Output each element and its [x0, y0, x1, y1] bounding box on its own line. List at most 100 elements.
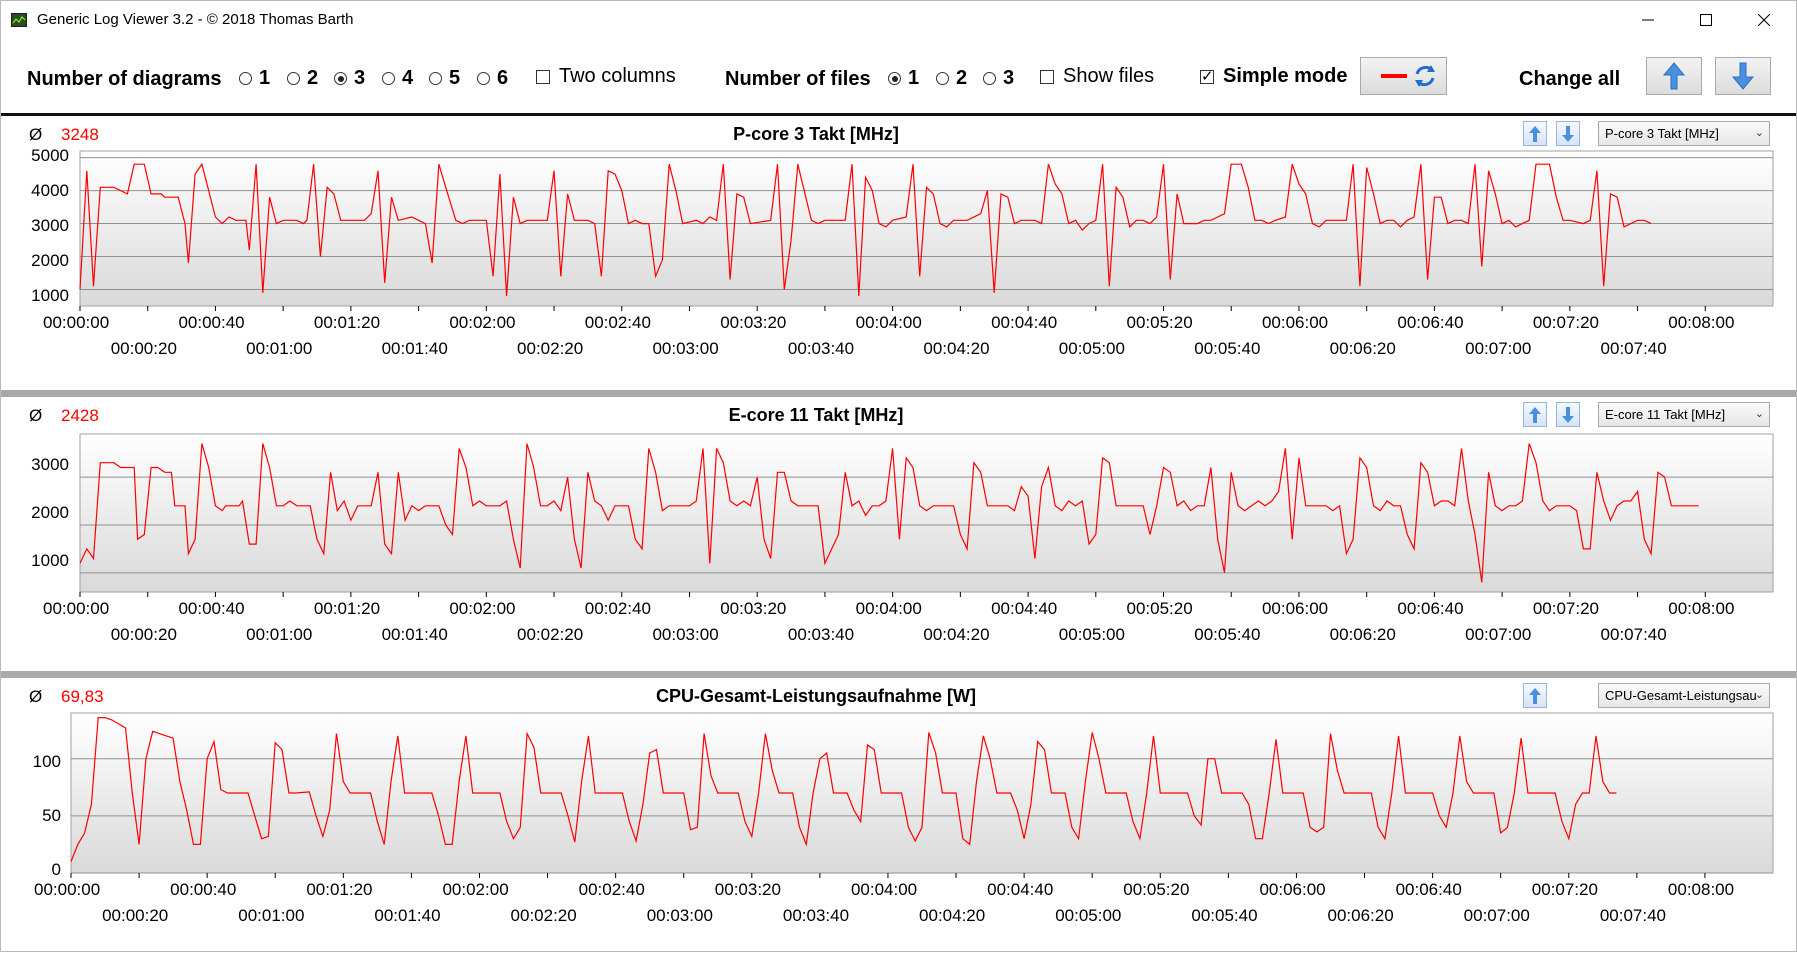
maximize-button[interactable]: [1677, 1, 1735, 39]
x-tick-label: 00:06:40: [1397, 599, 1464, 618]
x-tick-label: 00:00:20: [110, 339, 177, 358]
x-tick-label: 00:05:20: [1126, 599, 1193, 618]
number-of-diagrams-label: Number of diagrams: [27, 68, 222, 90]
change-all-label: Change all: [1519, 68, 1621, 90]
x-tick-label: 00:01:00: [246, 625, 313, 644]
x-tick-label: 00:00:40: [178, 599, 245, 618]
x-tick-label: 00:03:20: [720, 313, 787, 332]
two-columns-checkbox[interactable]: Two columns: [536, 65, 676, 88]
minimize-button[interactable]: [1619, 1, 1677, 39]
change-all-down-button[interactable]: [1715, 57, 1771, 95]
chart-plot-area: [70, 712, 1774, 878]
x-tick-label: 00:03:40: [787, 625, 855, 644]
x-tick-label: 00:06:00: [1261, 599, 1329, 618]
diagram-up-button[interactable]: [1523, 683, 1547, 708]
x-tick-label: 00:04:00: [850, 880, 918, 899]
x-tick-label: 00:01:00: [238, 906, 305, 925]
title-bar: Generic Log Viewer 3.2 - © 2018 Thomas B…: [1, 1, 1796, 39]
diagrams-radio-5[interactable]: 5: [429, 67, 460, 90]
toolbar: Number of diagrams 1 2 3 4 5 6 Two colum…: [1, 53, 1796, 103]
x-tick-label: 00:00:40: [178, 313, 245, 332]
x-tick-label: 00:05:00: [1058, 625, 1125, 644]
x-tick-label: 00:07:20: [1531, 880, 1598, 899]
plot-background: [70, 712, 1774, 874]
files-radio-3[interactable]: 3: [983, 67, 1014, 90]
x-tick-label: 00:02:20: [517, 339, 584, 358]
chart-plot-area: [79, 150, 1774, 311]
diagrams-radio-1[interactable]: 1: [239, 67, 270, 90]
x-tick-label: 00:03:00: [652, 339, 719, 358]
diagrams-radio-2[interactable]: 2: [287, 67, 318, 90]
average-symbol: Ø: [29, 687, 43, 706]
average-symbol: Ø: [29, 125, 43, 144]
x-tick-label: 00:01:40: [381, 339, 448, 358]
x-tick-label: 00:03:40: [787, 339, 855, 358]
arrow-up-icon: [1529, 687, 1541, 704]
y-tick-label: 50: [42, 806, 61, 825]
x-tick-label: 00:07:40: [1600, 625, 1667, 644]
x-tick-label: 00:05:20: [1126, 313, 1193, 332]
x-tick-label: 00:03:00: [652, 625, 719, 644]
series-select[interactable]: P-core 3 Takt [MHz] ⌄: [1598, 121, 1770, 146]
files-radio-2[interactable]: 2: [936, 67, 967, 90]
x-tick-label: 00:01:40: [374, 906, 441, 925]
y-tick-label: 2000: [31, 503, 69, 522]
x-tick-label: 00:08:00: [1668, 599, 1735, 618]
diagrams-radio-3[interactable]: 3: [334, 67, 365, 90]
x-tick-label: 00:01:20: [313, 313, 381, 332]
y-tick-label: 3000: [31, 455, 69, 474]
x-tick-label: 00:05:40: [1191, 906, 1258, 925]
arrow-up-icon: [1662, 62, 1686, 90]
average-symbol: Ø: [29, 406, 43, 425]
diagram-title: CPU-Gesamt-Leistungsaufnahme [W]: [655, 686, 977, 706]
diagram-down-button[interactable]: [1556, 402, 1580, 427]
arrow-up-icon: [1529, 125, 1541, 142]
x-tick-label: 00:01:20: [306, 880, 373, 899]
y-tick-label: 5000: [31, 146, 69, 165]
series-select[interactable]: CPU-Gesamt-Leistungsau ⌄: [1598, 683, 1770, 708]
close-button[interactable]: [1735, 1, 1793, 39]
simple-mode-checkbox[interactable]: Simple mode: [1200, 65, 1347, 88]
x-tick-label: 00:02:20: [517, 625, 584, 644]
diagram-panel-1: Ø 3248 P-core 3 Takt [MHz] P-core 3 Takt…: [1, 117, 1797, 390]
series-select[interactable]: E-core 11 Takt [MHz] ⌄: [1598, 402, 1770, 427]
chevron-down-icon: ⌄: [1754, 408, 1764, 420]
x-tick-label: 00:04:40: [991, 599, 1058, 618]
x-tick-label: 00:01:20: [313, 599, 381, 618]
files-radio-1[interactable]: 1: [888, 67, 919, 90]
average-value: 3248: [61, 125, 99, 144]
app-icon: [11, 13, 27, 27]
change-all-up-button[interactable]: [1646, 57, 1702, 95]
x-tick-label: 00:06:40: [1395, 880, 1462, 899]
diagram-up-button[interactable]: [1523, 121, 1547, 146]
line-style-refresh-button[interactable]: [1360, 57, 1447, 95]
x-tick-label: 00:00:00: [43, 313, 110, 332]
show-files-checkbox[interactable]: Show files: [1040, 65, 1154, 88]
diagram-up-button[interactable]: [1523, 402, 1547, 427]
x-tick-label: 00:01:00: [246, 339, 313, 358]
x-tick-label: 00:04:00: [855, 599, 922, 618]
diagrams-radio-4[interactable]: 4: [382, 67, 413, 90]
diagrams-radio-6[interactable]: 6: [477, 67, 508, 90]
diagram-title: P-core 3 Takt [MHz]: [733, 124, 899, 144]
x-tick-label: 00:02:40: [584, 313, 651, 332]
arrow-down-icon: [1562, 406, 1574, 423]
series-line: [79, 443, 1699, 583]
maximize-icon: [1700, 14, 1712, 26]
panel-separator: [1, 671, 1796, 678]
y-tick-label: 4000: [31, 181, 69, 200]
x-tick-label: 00:08:00: [1668, 313, 1735, 332]
diagram-down-button[interactable]: [1556, 121, 1580, 146]
plot-background: [79, 150, 1774, 307]
diagram-panel-3: Ø 69,83 CPU-Gesamt-Leistungsaufnahme [W]…: [1, 679, 1797, 953]
x-tick-label: 00:06:20: [1329, 339, 1396, 358]
x-tick-label: 00:03:00: [646, 906, 713, 925]
x-tick-label: 00:02:40: [578, 880, 645, 899]
y-tick-label: 1000: [31, 551, 69, 570]
x-tick-label: 00:02:00: [449, 599, 516, 618]
chart-plot-area: [79, 433, 1774, 597]
x-tick-label: 00:02:20: [510, 906, 577, 925]
x-tick-label: 00:02:00: [449, 313, 516, 332]
close-icon: [1758, 14, 1770, 26]
